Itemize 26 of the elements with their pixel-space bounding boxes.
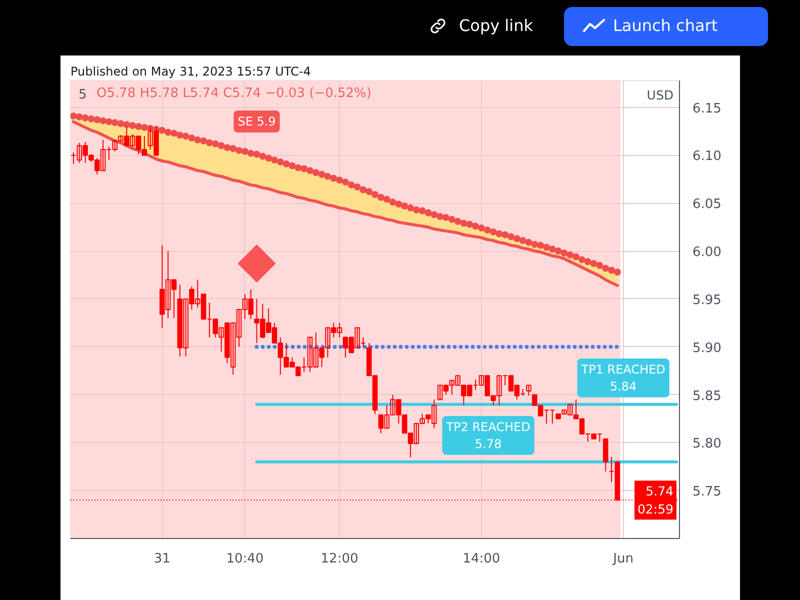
annotation: SE 5.9: [238, 114, 276, 128]
annotation: TP2 REACHED 5.78: [445, 420, 530, 451]
chart-subtitle: O5.78 H5.78 L5.74 C5.74 −0.03 (−0.52%): [96, 86, 372, 101]
y-tick-label: 5.80: [692, 436, 722, 452]
y-tick-label: 5.85: [692, 388, 722, 404]
x-tick-label: 14:00: [462, 552, 500, 566]
y-tick-label: 6.15: [692, 101, 722, 116]
x-tick-label: 10:40: [226, 552, 264, 566]
text: 5: [78, 88, 87, 102]
y-tick-label: 5.95: [692, 292, 722, 308]
ref-line-label: 5.74 02:59: [637, 484, 674, 517]
x-tick-label: 31: [154, 552, 170, 566]
y-tick-label: 5.90: [692, 340, 722, 356]
y-tick-label: 5.75: [692, 484, 722, 500]
y-axis-title: USD: [646, 88, 674, 102]
text: Published on May 31, 2023 15:57 UTC-4: [70, 64, 311, 78]
candlestick: [526, 384, 532, 396]
text: Copy link: [459, 16, 533, 36]
y-tick-label: 6.05: [692, 197, 722, 212]
y-tick-label: 6.00: [692, 245, 722, 260]
candlestick: [602, 438, 608, 472]
text: Launch chart: [613, 16, 718, 36]
x-tick-label: Jun: [612, 552, 634, 566]
annotation: TP1 REACHED 5.84: [580, 362, 666, 394]
x-tick-label: 12:00: [320, 552, 358, 566]
y-tick-label: 6.10: [692, 149, 722, 164]
